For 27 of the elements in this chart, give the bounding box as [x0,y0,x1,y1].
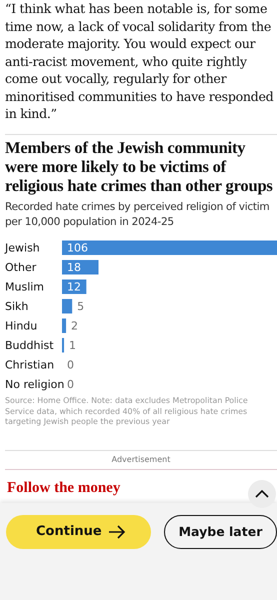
bar [62,260,99,274]
data-label: 5 [77,300,84,313]
data-label: 18 [67,260,81,274]
data-label: 1 [69,338,76,352]
chart-title: Members of the Jewish community were more likely to be victims of religious hate crimes than other groups [5,138,274,195]
y-tick-label: Christian [5,358,54,372]
data-label: 106 [67,241,88,254]
y-tick-label: Buddhist [5,338,54,352]
text: Maybe later [164,515,277,549]
text: Advertisement [5,450,277,470]
y-tick-label: Sikh [5,300,28,313]
data-label: 12 [67,280,81,294]
data-label: 0 [67,378,74,391]
y-tick-label: Jewish [4,241,40,254]
text: Continue [36,523,102,541]
data-label: 0 [67,358,74,372]
y-tick-label: Other [5,260,37,274]
chart-subtitle: Recorded hate crimes by perceived religion of victim per 10,000 population in 2024-25 [5,200,270,230]
bar [62,299,72,314]
bar [62,240,277,255]
y-tick-label: No religion [5,378,64,391]
text: “I think what has been notable is, for some time now, a lack of vocal solidarity from the moderate majority. You would expect our anti-racist movement, who quite rightly come out vocally, regularly for other minoritised communities to have responded in kind.” [5,0,274,122]
y-tick-label: Muslim [5,280,44,294]
data-label: 2 [71,319,78,332]
y-tick-label: Hindu [5,319,38,332]
text: Follow the money [7,480,120,497]
bar [62,318,66,333]
